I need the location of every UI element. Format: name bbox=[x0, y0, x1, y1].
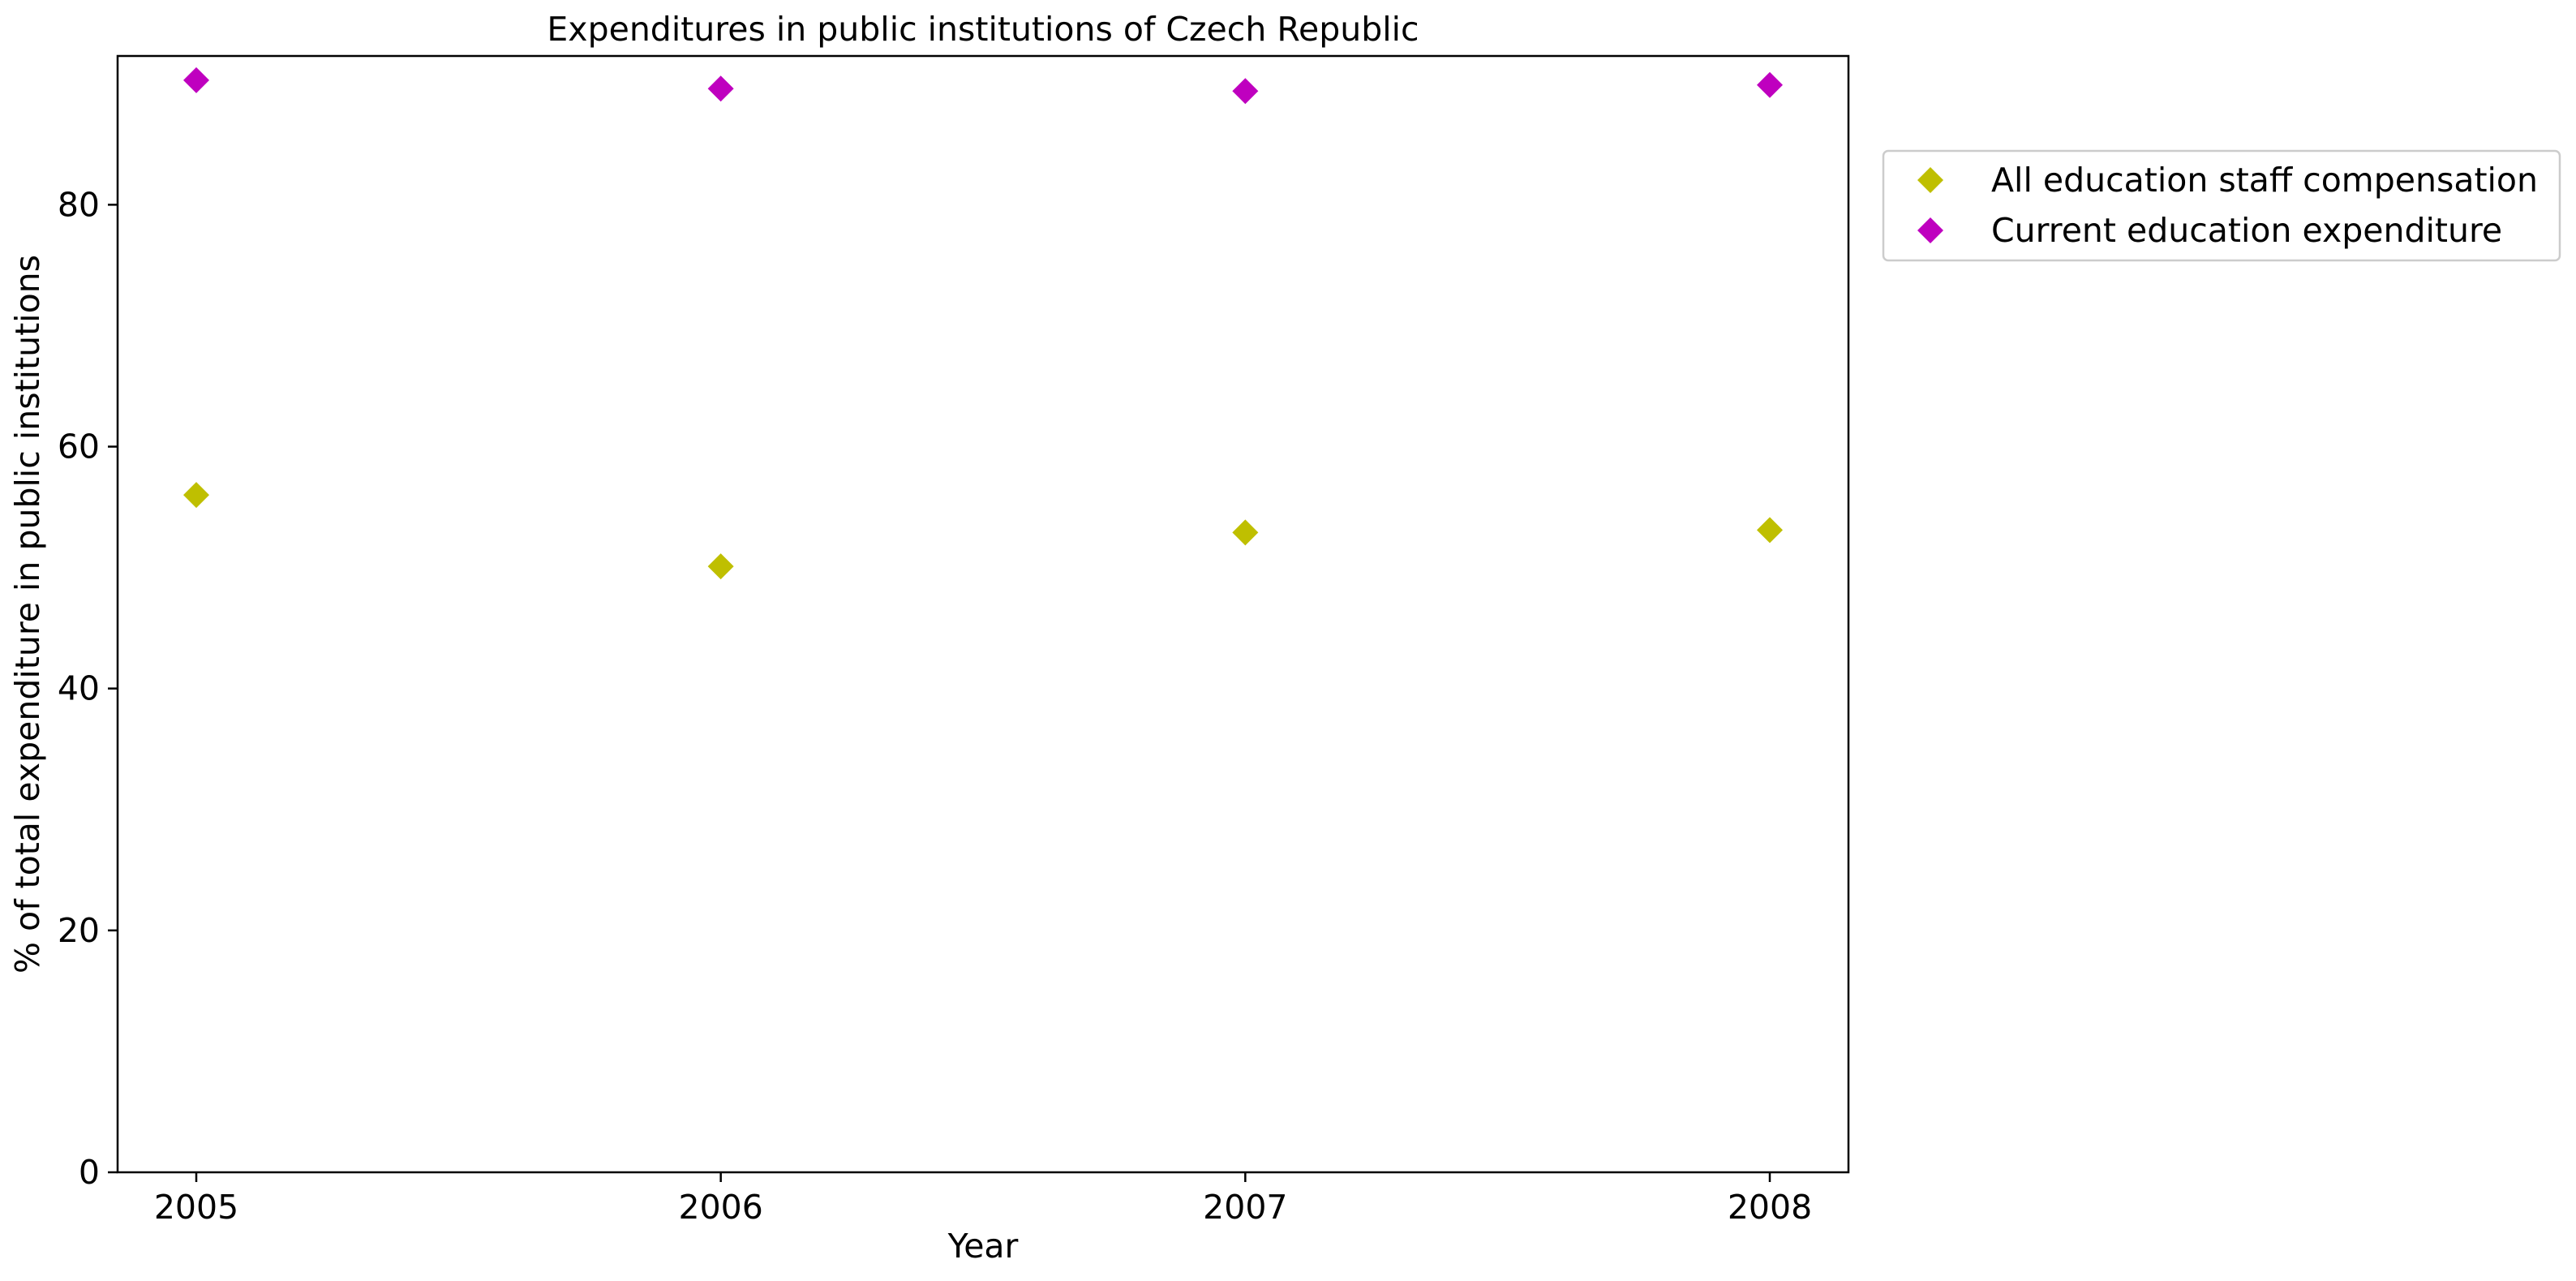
y-axis-label: % of total expenditure in public institu… bbox=[8, 255, 47, 974]
y-tick-label: 20 bbox=[58, 911, 100, 950]
data-marks bbox=[183, 67, 1783, 580]
legend-marker-series-1 bbox=[1917, 167, 1943, 193]
y-tick-label: 40 bbox=[58, 669, 100, 708]
data-point-series-2 bbox=[183, 67, 209, 93]
x-tick-label: 2008 bbox=[1728, 1188, 1812, 1227]
data-point-series-2 bbox=[1232, 78, 1259, 105]
legend-label-series-1: All education staff compensation bbox=[1991, 161, 2538, 200]
legend: All education staff compensation Current … bbox=[1882, 149, 2561, 262]
chart-title: Expenditures in public institutions of C… bbox=[547, 10, 1419, 49]
data-point-series-1 bbox=[707, 553, 734, 580]
x-tick-label: 2005 bbox=[154, 1188, 238, 1227]
x-tick-label: 2006 bbox=[678, 1188, 762, 1227]
data-point-series-2 bbox=[1757, 71, 1783, 98]
legend-marker-series-2 bbox=[1917, 217, 1943, 243]
legend-label-series-2: Current education expenditure bbox=[1991, 211, 2502, 250]
plot-area-frame bbox=[116, 54, 1850, 1174]
data-point-series-2 bbox=[707, 75, 734, 102]
y-tick-label: 60 bbox=[58, 428, 100, 466]
y-tick-label: 80 bbox=[58, 185, 100, 224]
y-tick-label: 0 bbox=[79, 1153, 100, 1192]
data-point-series-1 bbox=[1232, 519, 1259, 546]
data-point-series-1 bbox=[183, 482, 209, 509]
x-axis-ticks: 2005 2006 2007 2008 bbox=[154, 1172, 1812, 1227]
x-axis-label: Year bbox=[947, 1227, 1019, 1266]
x-tick-label: 2007 bbox=[1203, 1188, 1287, 1227]
data-point-series-1 bbox=[1757, 517, 1783, 544]
legend-frame bbox=[1882, 149, 2561, 262]
y-axis-ticks: 0 20 40 60 80 bbox=[58, 185, 118, 1192]
